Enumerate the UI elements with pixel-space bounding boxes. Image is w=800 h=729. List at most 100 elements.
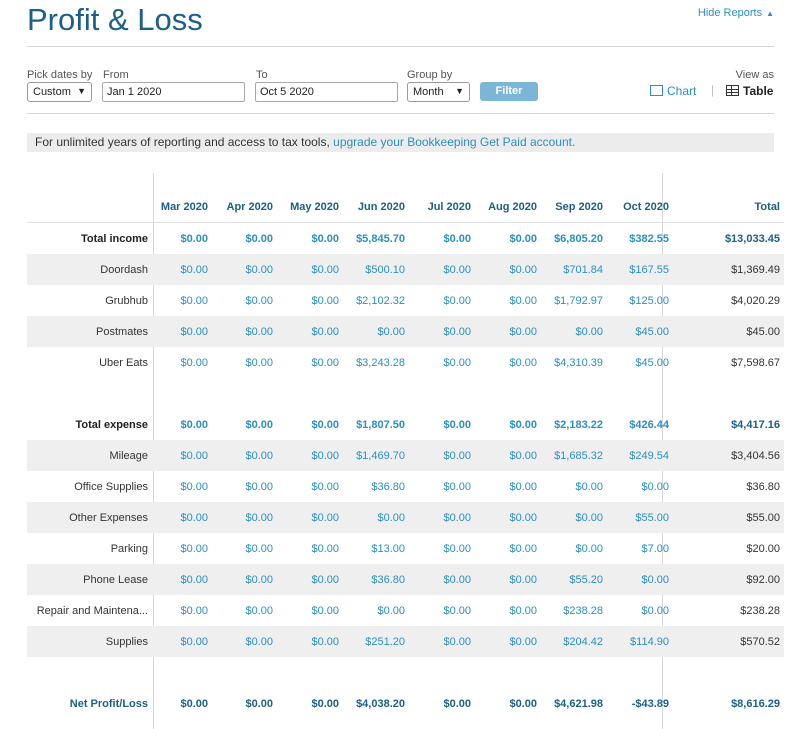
pick-dates-select[interactable]: Custom ▼ [27, 82, 92, 102]
amount-cell[interactable]: $426.44 [629, 418, 669, 431]
amount-cell[interactable]: $0.00 [475, 626, 541, 657]
amount-cell[interactable]: $0.00 [180, 294, 208, 307]
amount-cell[interactable]: $0.00 [541, 502, 607, 533]
amount-cell[interactable]: $0.00 [245, 604, 273, 617]
amount-cell[interactable]: $249.54 [607, 440, 673, 471]
amount-cell[interactable]: $382.55 [607, 222, 673, 254]
amount-cell[interactable]: $6,805.20 [541, 222, 607, 254]
amount-cell[interactable]: $0.00 [509, 356, 537, 369]
amount-cell[interactable]: $0.00 [443, 294, 471, 307]
amount-cell[interactable]: $0.00 [245, 697, 273, 710]
filter-button[interactable]: Filter [480, 82, 538, 101]
amount-cell[interactable]: $0.00 [607, 564, 673, 595]
amount-cell[interactable]: $7.00 [641, 542, 669, 555]
amount-cell[interactable]: $0.00 [343, 316, 409, 347]
amount-cell[interactable]: $2,102.32 [356, 294, 405, 307]
amount-cell[interactable]: $0.00 [212, 222, 277, 254]
amount-cell[interactable]: $167.55 [607, 254, 673, 285]
amount-cell[interactable]: $0.00 [153, 564, 212, 595]
amount-cell[interactable]: $4,038.20 [356, 697, 405, 710]
amount-cell[interactable]: $0.00 [153, 440, 212, 471]
amount-cell[interactable]: $0.00 [245, 480, 273, 493]
amount-cell[interactable]: $0.00 [212, 626, 277, 657]
amount-cell[interactable]: $238.28 [563, 604, 603, 617]
amount-cell[interactable]: $4,621.98 [554, 697, 603, 710]
amount-cell[interactable]: $1,469.70 [343, 440, 409, 471]
amount-cell[interactable]: $0.00 [509, 480, 537, 493]
to-date-input[interactable]: Oct 5 2020 [255, 82, 398, 102]
amount-cell[interactable]: $0.00 [343, 502, 409, 533]
amount-cell[interactable]: $0.00 [475, 316, 541, 347]
amount-cell[interactable]: $2,183.22 [554, 418, 603, 431]
amount-cell[interactable]: $0.00 [277, 222, 343, 254]
amount-cell[interactable]: $0.00 [443, 604, 471, 617]
amount-cell[interactable]: $0.00 [409, 502, 475, 533]
amount-cell[interactable]: $0.00 [212, 254, 277, 285]
amount-cell[interactable]: $0.00 [153, 316, 212, 347]
amount-cell[interactable]: $0.00 [153, 502, 212, 533]
amount-cell[interactable]: $0.00 [575, 480, 603, 493]
amount-cell[interactable]: $114.90 [607, 626, 673, 657]
amount-cell[interactable]: $0.00 [212, 440, 277, 471]
amount-cell[interactable]: $0.00 [377, 604, 405, 617]
amount-cell[interactable]: $0.00 [212, 316, 277, 347]
amount-cell[interactable]: $45.00 [635, 356, 669, 369]
hide-reports-link[interactable]: Hide Reports ▲ [698, 7, 774, 19]
amount-cell[interactable]: $0.00 [277, 254, 343, 285]
upgrade-link[interactable]: upgrade your Bookkeeping Get Paid accoun… [333, 135, 576, 149]
amount-cell[interactable]: $0.00 [475, 564, 541, 595]
amount-cell[interactable]: $0.00 [245, 418, 273, 431]
amount-cell[interactable]: $0.00 [153, 254, 212, 285]
amount-cell[interactable]: $0.00 [180, 418, 208, 431]
amount-cell[interactable]: $0.00 [541, 316, 607, 347]
amount-cell[interactable]: $0.00 [509, 604, 537, 617]
amount-cell[interactable]: $0.00 [475, 502, 541, 533]
amount-cell[interactable]: $500.10 [343, 254, 409, 285]
amount-cell[interactable]: $0.00 [443, 418, 471, 431]
amount-cell[interactable]: $0.00 [509, 697, 537, 710]
amount-cell[interactable]: $0.00 [277, 440, 343, 471]
amount-cell[interactable]: $13.00 [371, 542, 405, 555]
amount-cell[interactable]: $0.00 [212, 502, 277, 533]
amount-cell[interactable]: $0.00 [311, 604, 339, 617]
amount-cell[interactable]: $4,310.39 [554, 356, 603, 369]
amount-cell[interactable]: $0.00 [509, 418, 537, 431]
amount-cell[interactable]: $45.00 [607, 316, 673, 347]
amount-cell[interactable]: $36.80 [371, 480, 405, 493]
amount-cell[interactable]: $0.00 [409, 440, 475, 471]
amount-cell[interactable]: $36.80 [343, 564, 409, 595]
amount-cell[interactable]: $0.00 [475, 254, 541, 285]
table-view-link[interactable]: Table [726, 84, 773, 98]
amount-cell[interactable]: $0.00 [311, 542, 339, 555]
amount-cell[interactable]: $0.00 [277, 316, 343, 347]
amount-cell[interactable]: $0.00 [409, 626, 475, 657]
amount-cell[interactable]: $0.00 [641, 604, 669, 617]
amount-cell[interactable]: $0.00 [245, 294, 273, 307]
amount-cell[interactable]: $0.00 [409, 254, 475, 285]
amount-cell[interactable]: $0.00 [641, 480, 669, 493]
amount-cell[interactable]: $0.00 [212, 564, 277, 595]
amount-cell[interactable]: $0.00 [180, 480, 208, 493]
amount-cell[interactable]: $0.00 [245, 542, 273, 555]
amount-cell[interactable]: $5,845.70 [343, 222, 409, 254]
amount-cell[interactable]: $0.00 [277, 502, 343, 533]
amount-cell[interactable]: $0.00 [509, 294, 537, 307]
amount-cell[interactable]: $3,243.28 [356, 356, 405, 369]
amount-cell[interactable]: $0.00 [245, 356, 273, 369]
amount-cell[interactable]: $0.00 [277, 564, 343, 595]
amount-cell[interactable]: $0.00 [311, 418, 339, 431]
amount-cell[interactable]: $0.00 [311, 294, 339, 307]
amount-cell[interactable]: $55.20 [541, 564, 607, 595]
amount-cell[interactable]: $0.00 [180, 604, 208, 617]
chart-view-link[interactable]: Chart [650, 84, 696, 98]
amount-cell[interactable]: $204.42 [541, 626, 607, 657]
from-date-input[interactable]: Jan 1 2020 [102, 82, 245, 102]
amount-cell[interactable]: $125.00 [629, 294, 669, 307]
amount-cell[interactable]: $0.00 [180, 356, 208, 369]
amount-cell[interactable]: -$43.89 [631, 697, 669, 710]
amount-cell[interactable]: $0.00 [409, 564, 475, 595]
amount-cell[interactable]: $251.20 [343, 626, 409, 657]
amount-cell[interactable]: $0.00 [509, 542, 537, 555]
amount-cell[interactable]: $0.00 [443, 697, 471, 710]
amount-cell[interactable]: $0.00 [153, 626, 212, 657]
